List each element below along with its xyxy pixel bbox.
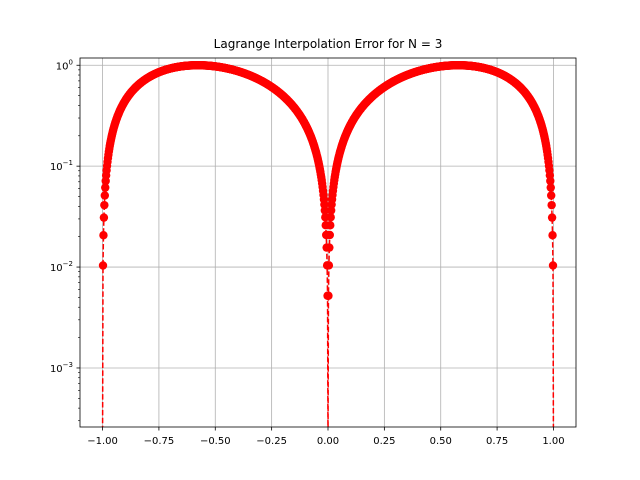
x-tick-label: 1.00 [542, 436, 564, 447]
data-point [325, 230, 334, 240]
data-point [547, 213, 557, 222]
x-tick-label: 0.75 [486, 436, 508, 447]
x-tick-label: −0.50 [200, 436, 231, 447]
x-tick-label: 0.00 [317, 436, 339, 447]
data-point [325, 243, 334, 252]
chart-title: Lagrange Interpolation Error for N = 3 [214, 37, 443, 51]
y-tick-label-base: 10 [50, 364, 63, 375]
x-tick-label: −0.75 [144, 436, 175, 447]
x-tick-label: −0.25 [256, 436, 287, 447]
x-tick-label: 0.50 [430, 436, 452, 447]
data-point [324, 261, 334, 270]
x-tick-label: −1.00 [87, 436, 118, 447]
data-point [324, 291, 333, 300]
y-tick-label-exponent: −1 [63, 159, 73, 167]
data-point [320, 206, 330, 215]
y-tick-label: 10−3 [50, 361, 73, 375]
axes: −1.00 −0.75 −0.50 −0.25 0.00 0.25 0.50 0.75 1.00… [50, 58, 565, 447]
y-tick-label-base: 10 [50, 162, 63, 173]
data-point [326, 221, 335, 230]
data-point [100, 200, 109, 210]
data-point [99, 213, 109, 222]
data-point [548, 231, 557, 240]
x-tick-label: 0.25 [373, 436, 395, 447]
data-point [101, 183, 110, 192]
y-tick-label: 10−1 [50, 159, 73, 173]
data-point [546, 176, 555, 186]
y-tick-label-exponent: −2 [63, 260, 73, 268]
y-tick-label-base: 10 [56, 61, 69, 72]
data-point [98, 261, 108, 270]
y-tick-label-base: 10 [50, 263, 63, 274]
grid [80, 58, 576, 427]
data-series [98, 61, 558, 427]
y-tick-label-exponent: 0 [69, 58, 73, 66]
data-point [546, 183, 555, 192]
y-tick-label: 10−2 [50, 260, 73, 274]
y-tick-label-exponent: −3 [63, 361, 73, 369]
data-point [548, 261, 558, 270]
data-point [547, 191, 556, 200]
data-point [100, 191, 110, 200]
data-point [326, 213, 335, 222]
y-tick-label: 100 [56, 58, 73, 72]
data-point [547, 200, 556, 210]
data-point [99, 231, 108, 240]
